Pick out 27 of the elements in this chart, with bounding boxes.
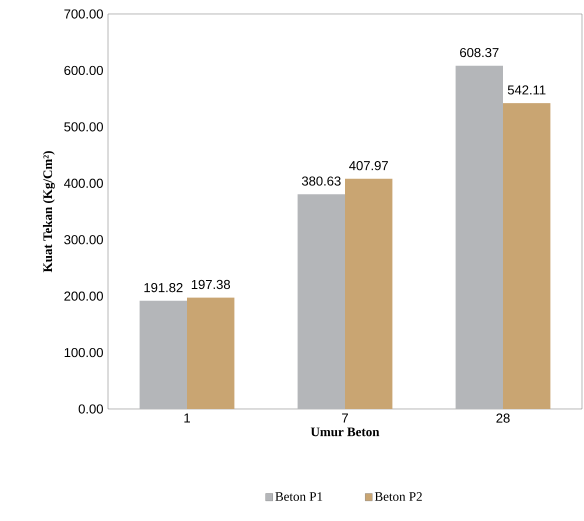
data-label: 608.37 — [460, 48, 499, 58]
data-label: 191.82 — [144, 283, 183, 292]
x-tick-label: 1 — [184, 414, 190, 422]
y-tick-label: 100.00 — [64, 348, 103, 358]
bar — [456, 66, 503, 409]
bar — [298, 194, 345, 409]
data-label: 380.63 — [302, 176, 341, 186]
data-label: 542.11 — [508, 85, 546, 95]
bar — [187, 298, 234, 409]
legend-label: Beton P1 — [275, 492, 322, 501]
y-tick-label: 400.00 — [64, 178, 103, 188]
y-tick-label: 500.00 — [64, 122, 103, 132]
bar — [140, 300, 187, 409]
y-tick-label: 700.00 — [64, 9, 103, 19]
x-tick-label: 7 — [342, 414, 348, 422]
bar — [502, 103, 550, 409]
data-label: 407.97 — [349, 161, 388, 170]
legend-label: Beton P2 — [374, 492, 422, 501]
y-tick-label: 600.00 — [64, 66, 103, 76]
data-label: 197.38 — [192, 280, 230, 290]
y-tick-label: 300.00 — [64, 235, 103, 244]
y-axis-title: Kuat Tekan (Kg/Cm²) — [42, 151, 55, 272]
y-tick-label: 0.00 — [78, 404, 103, 414]
bar — [345, 178, 392, 409]
x-axis-title: Umur Beton — [310, 428, 380, 436]
y-tick-label: 200.00 — [64, 292, 103, 301]
x-tick-label: 28 — [496, 414, 510, 423]
